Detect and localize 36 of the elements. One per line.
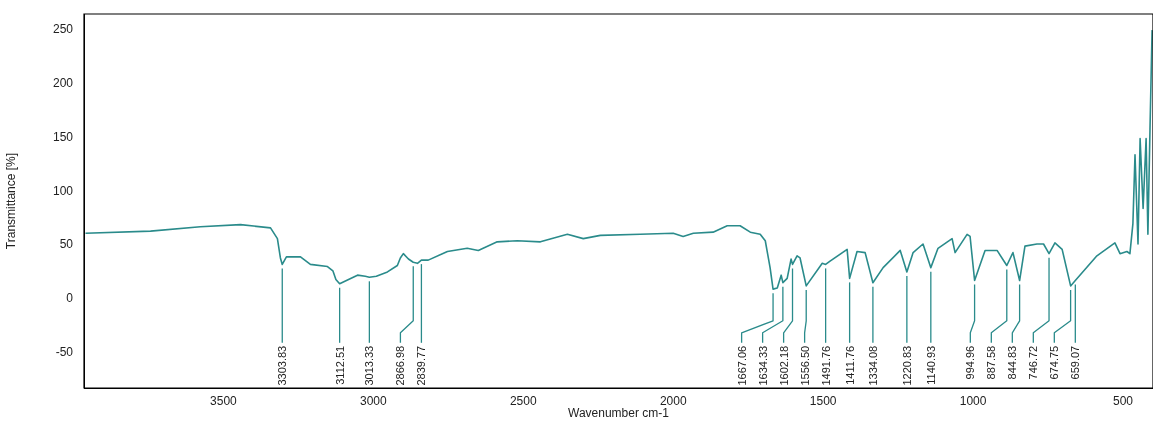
annotation: 746.72 [1027,345,1040,380]
annotation: 887.58 [985,345,998,380]
annotation: 2839.77 [415,345,428,386]
annotation: 844.83 [1006,345,1019,380]
x-axis-title: Wavenumber cm-1 [568,406,670,421]
x-tick-label: 1000 [959,393,987,408]
annotation: 1667.06 [735,345,748,386]
annotation: 3303.83 [276,345,289,386]
x-tick-label: 1500 [809,393,837,408]
annotation: 1491.76 [819,345,832,386]
y-tick-label: 0 [66,291,74,306]
annotation: 1411.76 [843,345,856,385]
y-tick-label: 100 [52,183,74,198]
annotation: 1140.93 [924,345,937,385]
annotation: 3112.51 [333,345,346,385]
annotation: 1634.33 [756,345,769,386]
x-tick-label: 500 [1113,393,1134,408]
annotation: 1334.08 [866,345,879,386]
x-tick-label: 3000 [360,393,388,408]
x-tick-label: 2000 [659,393,687,408]
y-tick-label: 150 [52,129,74,144]
y-tick-label: -50 [55,344,74,359]
annotation: 994.96 [964,345,977,380]
annotation: 3013.33 [363,345,376,386]
annotation: 674.75 [1048,345,1061,380]
x-tick-label: 2500 [509,393,537,408]
y-tick-label: 50 [59,237,74,252]
annotation: 659.07 [1069,345,1082,380]
x-tick-label: 3500 [210,393,238,408]
y-tick-label: 200 [52,76,74,91]
annotation: 1602.18 [777,345,790,386]
annotation: 1556.50 [798,345,811,386]
y-tick-label: 250 [52,22,74,37]
annotation: 2866.98 [394,345,407,386]
y-axis-title: Transmittance [%] [3,152,18,250]
annotation: 1220.83 [900,345,913,386]
